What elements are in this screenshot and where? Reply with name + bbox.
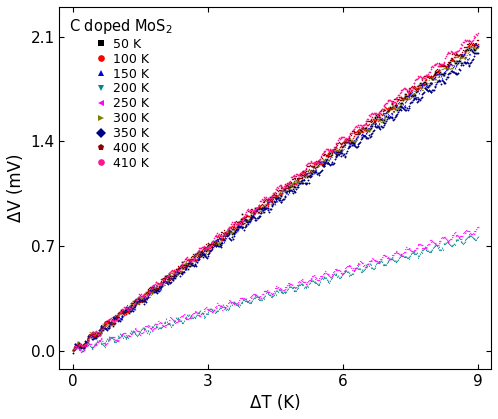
150 K [311,171,317,176]
150 K [289,182,295,187]
250 K [475,224,481,229]
100 K [465,44,471,49]
100 K [70,347,76,352]
350 K [262,207,268,212]
200 K [467,233,473,238]
X-axis label: ΔT (K): ΔT (K) [250,394,301,412]
350 K [264,207,270,212]
50 K [264,202,270,207]
350 K [311,170,317,175]
400 K [70,347,76,352]
300 K [465,50,471,55]
200 K [70,348,76,353]
300 K [264,198,270,203]
250 K [402,246,408,251]
Line: 250 K: 250 K [72,226,479,353]
410 K [401,85,407,91]
100 K [401,95,407,100]
300 K [469,44,475,49]
200 K [265,291,271,296]
200 K [466,234,472,239]
400 K [475,38,481,43]
Y-axis label: ΔV (mV): ΔV (mV) [7,153,25,222]
50 K [475,43,481,48]
100 K [264,204,270,209]
400 K [401,95,407,100]
150 K [401,102,407,107]
150 K [264,200,270,205]
300 K [289,182,295,187]
410 K [311,160,317,165]
200 K [402,254,408,259]
50 K [465,47,471,52]
410 K [264,198,270,203]
100 K [262,203,268,208]
410 K [262,196,268,201]
50 K [70,348,76,353]
350 K [472,50,478,55]
350 K [401,105,407,110]
410 K [465,39,471,44]
Line: 100 K: 100 K [72,43,479,351]
250 K [290,284,296,289]
350 K [289,189,295,194]
410 K [475,30,481,35]
Line: 200 K: 200 K [72,235,479,353]
150 K [472,41,478,46]
300 K [475,46,481,51]
150 K [262,205,268,210]
Line: 50 K: 50 K [72,45,479,351]
350 K [465,61,471,66]
150 K [465,57,471,62]
250 K [466,229,472,234]
100 K [475,41,481,46]
Line: 410 K: 410 K [72,32,479,352]
100 K [311,161,317,166]
250 K [78,349,84,354]
250 K [263,288,269,293]
250 K [70,349,76,354]
250 K [312,274,318,279]
Line: 350 K: 350 K [72,52,479,353]
250 K [265,290,271,295]
Line: 400 K: 400 K [72,39,479,350]
350 K [70,350,76,355]
50 K [262,206,268,211]
300 K [401,94,407,99]
200 K [312,279,318,284]
350 K [475,51,481,56]
400 K [311,164,317,169]
410 K [70,349,76,354]
150 K [475,44,481,49]
200 K [263,290,269,295]
Legend: 50 K, 100 K, 150 K, 200 K, 250 K, 300 K, 350 K, 400 K, 410 K: 50 K, 100 K, 150 K, 200 K, 250 K, 300 K,… [66,13,177,173]
100 K [289,182,295,187]
300 K [262,201,268,206]
50 K [311,164,317,169]
200 K [290,286,296,291]
410 K [289,174,295,179]
400 K [465,41,471,46]
200 K [78,349,84,354]
400 K [289,177,295,182]
300 K [311,171,317,176]
150 K [70,347,76,352]
200 K [475,235,481,240]
400 K [262,197,268,202]
300 K [70,348,76,353]
Line: 300 K: 300 K [72,46,479,351]
50 K [289,183,295,188]
400 K [264,197,270,202]
Line: 150 K: 150 K [72,43,479,350]
50 K [401,93,407,98]
